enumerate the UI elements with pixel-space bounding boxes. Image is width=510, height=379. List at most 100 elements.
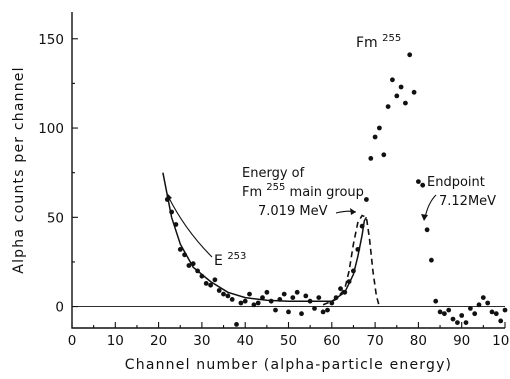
energy-label-group: main group xyxy=(290,185,364,200)
data-point xyxy=(390,77,395,83)
data-point xyxy=(342,289,348,295)
x-tick-label: 10 xyxy=(107,333,124,349)
data-point xyxy=(346,279,352,284)
data-point xyxy=(333,295,339,300)
y-tick-label: 0 xyxy=(55,300,64,316)
data-point xyxy=(195,268,201,274)
data-point xyxy=(429,257,434,263)
data-point xyxy=(485,300,491,306)
data-point xyxy=(502,307,508,313)
fm255-label-sup: 255 xyxy=(382,33,401,44)
data-point xyxy=(416,179,421,185)
data-point xyxy=(325,307,330,313)
y-tick-label: 50 xyxy=(47,210,64,226)
data-point xyxy=(268,298,274,304)
data-point xyxy=(234,322,239,327)
data-point xyxy=(437,309,443,315)
x-axis-title: Channel number (alpha-particle energy) xyxy=(125,357,452,373)
energy-label-line2: Fm 255 main group xyxy=(242,179,364,200)
e253-arrow-head xyxy=(166,193,172,201)
data-point xyxy=(463,320,469,325)
data-point xyxy=(294,289,300,295)
data-point xyxy=(299,311,304,317)
energy-arrow-head xyxy=(350,208,356,215)
dashed-peak-curve xyxy=(322,214,381,307)
data-point xyxy=(407,52,413,58)
data-point xyxy=(398,84,404,90)
data-point xyxy=(493,311,499,317)
energy-label-line1: Energy of xyxy=(242,166,305,181)
x-tick-label: 90 xyxy=(453,333,470,349)
data-point xyxy=(225,293,231,299)
data-point xyxy=(442,311,447,317)
data-point xyxy=(368,156,374,161)
data-point xyxy=(247,291,252,297)
x-tick-label: 50 xyxy=(280,333,297,349)
data-point xyxy=(433,298,439,304)
annotations: Fm 255 Energy of Fm 255 main group 7.019… xyxy=(166,33,496,269)
y-tick-label: 150 xyxy=(38,32,64,48)
data-point xyxy=(212,277,218,283)
e253-label: E 253 xyxy=(214,251,246,269)
data-point xyxy=(459,313,465,318)
e253-label-base: E xyxy=(214,253,223,269)
data-point xyxy=(377,125,382,131)
data-point xyxy=(286,309,291,315)
x-tick-label: 80 xyxy=(410,333,427,349)
data-point xyxy=(190,261,196,267)
data-point xyxy=(385,104,391,109)
data-point xyxy=(255,300,261,306)
data-point xyxy=(229,297,235,302)
fm255-label: Fm 255 xyxy=(356,33,401,51)
energy-label-fm: Fm xyxy=(242,185,262,200)
data-point xyxy=(351,268,356,274)
data-point xyxy=(273,307,278,313)
data-point xyxy=(455,320,460,325)
data-point xyxy=(277,297,283,302)
data-point xyxy=(281,291,287,297)
endpoint-arrow xyxy=(424,194,437,219)
data-point xyxy=(450,316,456,322)
data-point xyxy=(307,298,313,304)
x-tick-label: 30 xyxy=(193,333,210,349)
data-point xyxy=(312,306,317,311)
data-point xyxy=(329,300,335,306)
x-tick-label: 100 xyxy=(492,333,510,349)
energy-label-sup: 255 xyxy=(266,182,285,193)
data-point xyxy=(203,281,209,286)
data-point xyxy=(251,302,257,308)
e253-arrow xyxy=(167,195,213,258)
data-point xyxy=(260,295,265,300)
data-point xyxy=(489,309,495,315)
data-point xyxy=(446,307,452,313)
data-point xyxy=(177,247,183,252)
data-point xyxy=(472,311,478,317)
data-point xyxy=(169,209,175,215)
data-point xyxy=(182,252,188,258)
data-point xyxy=(355,247,361,252)
data-point xyxy=(394,93,400,99)
x-tick-label: 0 xyxy=(68,333,77,349)
data-point xyxy=(316,295,322,300)
data-point xyxy=(480,295,486,300)
data-point xyxy=(476,302,482,308)
data-point xyxy=(424,227,430,233)
data-point xyxy=(221,291,226,297)
data-point xyxy=(242,298,248,304)
x-tick-label: 70 xyxy=(367,333,384,349)
fm255-label-base: Fm xyxy=(356,35,378,51)
x-tick-label: 20 xyxy=(150,333,167,349)
y-tick-label: 100 xyxy=(38,121,64,137)
data-point xyxy=(411,89,417,95)
data-point xyxy=(420,182,426,188)
endpoint-label-line1: Endpoint xyxy=(427,175,485,190)
data-point xyxy=(264,289,270,295)
data-point xyxy=(208,282,214,288)
endpoint-label-line2: 7.12MeV xyxy=(439,194,496,209)
y-axis-title: Alpha counts per channel xyxy=(11,66,27,273)
data-point xyxy=(199,273,205,279)
data-point xyxy=(381,152,387,158)
e253-label-sup: 253 xyxy=(227,251,246,262)
data-point xyxy=(338,286,343,292)
